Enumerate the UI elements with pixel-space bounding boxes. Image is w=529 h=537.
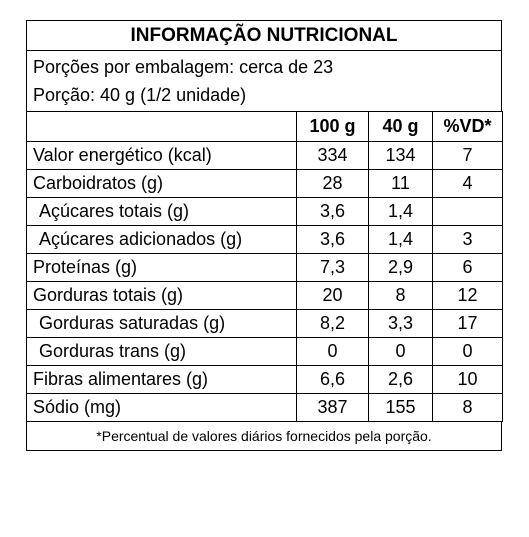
value-100g: 0 [296, 337, 369, 366]
value-40g: 11 [368, 169, 433, 198]
value-vd: 12 [432, 281, 503, 310]
value-100g: 3,6 [296, 225, 369, 254]
nutrient-name: Gorduras trans (g) [26, 337, 297, 366]
footnote: *Percentual de valores diários fornecido… [26, 422, 502, 451]
nutrient-name: Proteínas (g) [26, 253, 297, 282]
value-vd: 4 [432, 169, 503, 198]
value-vd [432, 197, 503, 226]
value-100g: 3,6 [296, 197, 369, 226]
nutrient-name: Açúcares adicionados (g) [26, 225, 297, 254]
value-40g: 2,9 [368, 253, 433, 282]
table-row: Carboidratos (g) 28 11 4 [26, 169, 503, 198]
value-100g: 7,3 [296, 253, 369, 282]
table-row: Gorduras trans (g) 0 0 0 [26, 337, 503, 366]
table-row: Açúcares totais (g) 3,6 1,4 [26, 197, 503, 226]
table-row: Gorduras totais (g) 20 8 12 [26, 281, 503, 310]
table-row: Fibras alimentares (g) 6,6 2,6 10 [26, 365, 503, 394]
value-40g: 134 [368, 141, 433, 170]
nutrient-name: Carboidratos (g) [26, 169, 297, 198]
value-40g: 1,4 [368, 197, 433, 226]
nutrient-name: Valor energético (kcal) [26, 141, 297, 170]
value-100g: 28 [296, 169, 369, 198]
label-title: INFORMAÇÃO NUTRICIONAL [26, 20, 502, 50]
column-header-40g: 40 g [368, 111, 433, 142]
value-40g: 0 [368, 337, 433, 366]
table-row: Gorduras saturadas (g) 8,2 3,3 17 [26, 309, 503, 338]
value-vd: 6 [432, 253, 503, 282]
value-40g: 2,6 [368, 365, 433, 394]
value-100g: 20 [296, 281, 369, 310]
nutrient-name: Sódio (mg) [26, 393, 297, 422]
nutrient-name: Gorduras saturadas (g) [26, 309, 297, 338]
column-header-100g: 100 g [296, 111, 369, 142]
value-vd: 10 [432, 365, 503, 394]
value-100g: 8,2 [296, 309, 369, 338]
serving-size: Porção: 40 g (1/2 unidade) [33, 85, 247, 105]
value-40g: 8 [368, 281, 433, 310]
value-vd: 7 [432, 141, 503, 170]
column-header-nutrient [26, 111, 297, 142]
value-40g: 155 [368, 393, 433, 422]
column-header-vd: %VD* [432, 111, 503, 142]
value-100g: 334 [296, 141, 369, 170]
table-row: Sódio (mg) 387 155 8 [26, 393, 503, 422]
table-row: Valor energético (kcal) 334 134 7 [26, 141, 503, 170]
value-100g: 387 [296, 393, 369, 422]
table-row: Açúcares adicionados (g) 3,6 1,4 3 [26, 225, 503, 254]
nutrition-table: 100 g 40 g %VD* Valor energético (kcal) 3… [26, 111, 503, 422]
nutrient-name: Gorduras totais (g) [26, 281, 297, 310]
value-vd: 17 [432, 309, 503, 338]
nutrition-facts-label: INFORMAÇÃO NUTRICIONAL Porções por embal… [26, 20, 503, 451]
value-vd: 0 [432, 337, 503, 366]
value-40g: 1,4 [368, 225, 433, 254]
nutrient-name: Fibras alimentares (g) [26, 365, 297, 394]
servings-per-package: Porções por embalagem: cerca de 23 [33, 57, 334, 77]
value-vd: 3 [432, 225, 503, 254]
table-header-row: 100 g 40 g %VD* [26, 111, 503, 142]
value-100g: 6,6 [296, 365, 369, 394]
portion-info: Porções por embalagem: cerca de 23 Porçã… [26, 50, 502, 111]
table-row: Proteínas (g) 7,3 2,9 6 [26, 253, 503, 282]
nutrient-name: Açúcares totais (g) [26, 197, 297, 226]
value-vd: 8 [432, 393, 503, 422]
value-40g: 3,3 [368, 309, 433, 338]
